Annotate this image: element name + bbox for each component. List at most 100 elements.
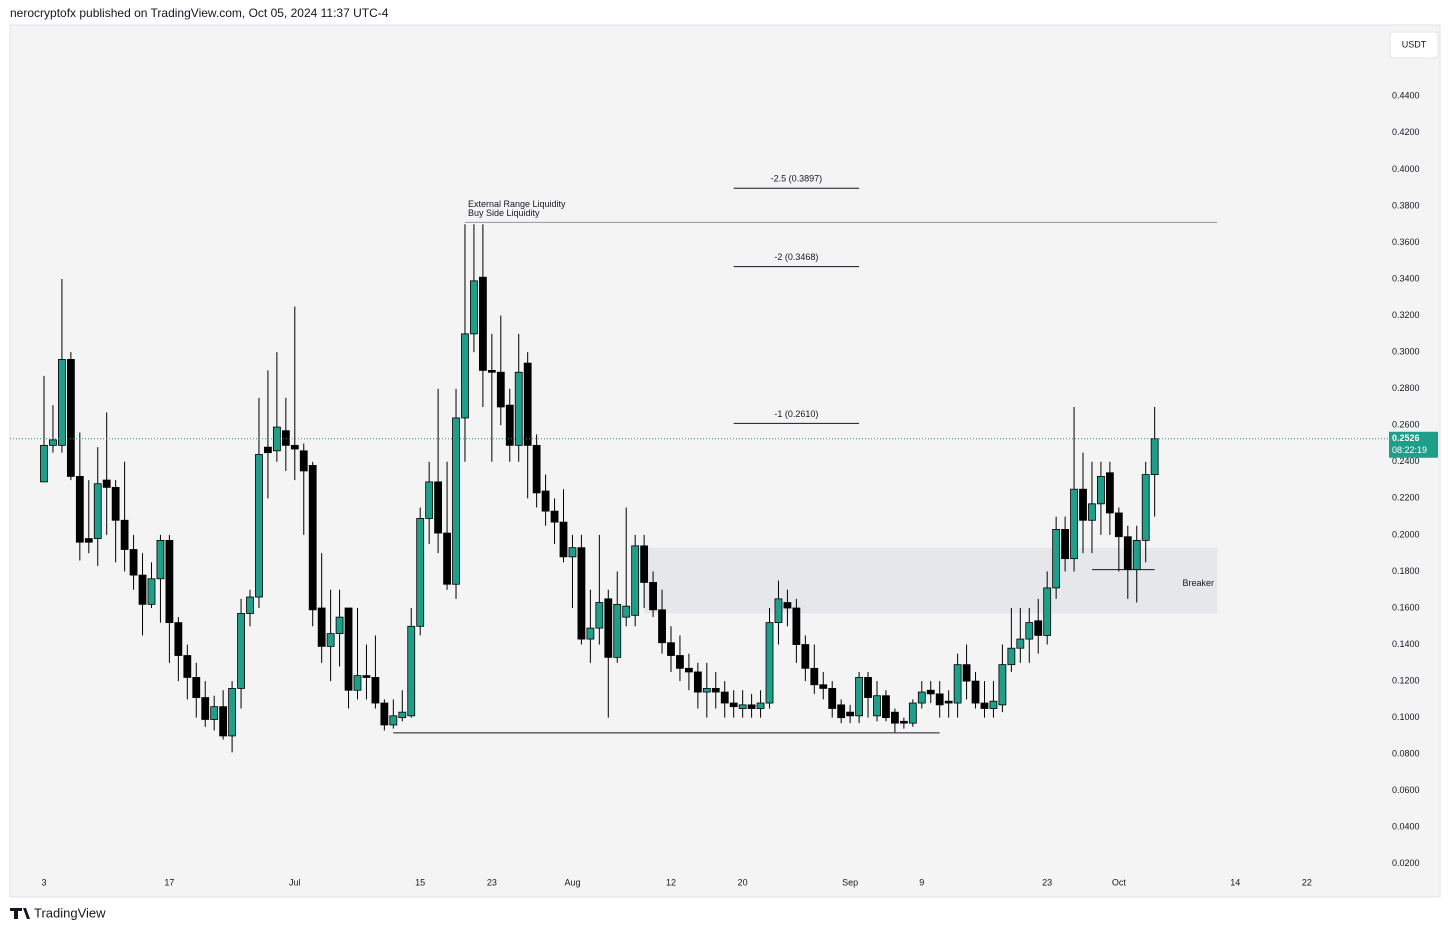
candle-body (40, 444, 48, 483)
candle-body (595, 602, 604, 629)
candle-body (389, 715, 398, 726)
candle-body (837, 704, 846, 719)
y-tick-label: 0.3600 (1392, 237, 1420, 247)
x-tick-label: 20 (738, 877, 748, 887)
candle-body (416, 518, 425, 627)
candle-body (443, 532, 451, 585)
candle-body (523, 362, 532, 446)
candle-body (66, 359, 75, 477)
candle-body (953, 664, 962, 704)
candle-body (281, 430, 290, 446)
candle-body (729, 702, 738, 708)
candle-body (1025, 622, 1034, 640)
candle-body (425, 481, 434, 519)
candle-body (147, 578, 156, 605)
candle-body (756, 702, 765, 709)
candle-body (174, 622, 183, 656)
candle-body (685, 667, 693, 673)
liquidity-label: External Range Liquidity (468, 199, 566, 209)
candle-body (989, 700, 998, 709)
x-tick-label: Jul (289, 877, 301, 887)
candle-body (864, 677, 872, 698)
candle-body (470, 280, 478, 335)
candle-body (855, 677, 863, 717)
last-price-label: 0.2526 (1392, 433, 1420, 443)
candle-body (980, 702, 989, 709)
x-tick-label: 12 (666, 877, 676, 887)
candle-body (926, 689, 935, 695)
candle-body (1043, 587, 1052, 636)
candle-body (407, 625, 416, 717)
x-tick-label: 9 (919, 877, 924, 887)
candle-body (810, 667, 819, 686)
candle-body (1141, 474, 1150, 541)
candle-body (264, 446, 272, 454)
candle-body (129, 549, 138, 576)
candle-body (58, 359, 66, 446)
candle-body (434, 481, 443, 534)
candle-body (747, 704, 756, 709)
candle-body (783, 602, 792, 609)
y-tick-label: 0.3400 (1392, 273, 1420, 283)
candle-body (774, 598, 783, 624)
candle-body (604, 598, 613, 658)
candle-body (299, 450, 308, 472)
candle-body (846, 711, 855, 717)
candle-body (882, 695, 890, 719)
candle-body (335, 616, 344, 634)
candle-body (586, 627, 595, 640)
candle-body (568, 547, 577, 558)
x-tick-label: 14 (1230, 877, 1240, 887)
candle-body (111, 486, 120, 521)
candle-body (380, 702, 389, 726)
candle-body (353, 675, 362, 691)
y-tick-label: 0.4000 (1392, 164, 1420, 174)
x-tick-label: 23 (487, 877, 497, 887)
candle-body (344, 607, 353, 691)
candle-body (371, 677, 380, 704)
candle-body (962, 664, 971, 682)
y-tick-label: 0.4200 (1392, 127, 1420, 137)
candle-body (84, 538, 93, 543)
candle-body (308, 465, 317, 611)
candle-body (219, 706, 228, 737)
breaker-zone (644, 547, 1218, 614)
candle-body (210, 706, 219, 720)
candle-body (138, 574, 147, 605)
header: nerocryptofx published on TradingView.co… (10, 6, 389, 20)
candle-body (1105, 472, 1114, 514)
logo (10, 908, 30, 919)
y-tick-label: 0.3200 (1392, 310, 1420, 320)
candle-body (228, 688, 236, 737)
candle-body (532, 444, 541, 494)
candle-body (183, 655, 192, 678)
candle-body (1007, 647, 1016, 666)
candle-body (1052, 529, 1061, 589)
candle-body (935, 693, 944, 706)
candle-body (676, 655, 684, 669)
candle-body (452, 417, 460, 585)
candle-body (917, 691, 926, 704)
candle-body (702, 688, 711, 693)
y-tick-label: 0.1000 (1392, 712, 1420, 722)
candle-body (478, 276, 487, 371)
candle-body (1016, 638, 1025, 649)
candle-body (192, 677, 201, 698)
y-tick-label: 0.2000 (1392, 529, 1420, 539)
candle-body (998, 664, 1007, 706)
currency-box[interactable] (1389, 31, 1439, 59)
candle-body (1061, 529, 1069, 560)
y-tick-label: 0.1600 (1392, 602, 1420, 612)
candle-body (559, 521, 568, 558)
x-tick-label: Sep (842, 877, 858, 887)
candle-body (971, 680, 980, 704)
y-tick-label: 0.2600 (1392, 420, 1420, 430)
candle-body (720, 691, 729, 704)
y-tick-label: 0.2200 (1392, 493, 1420, 503)
y-tick-label: 0.0800 (1392, 749, 1420, 759)
y-tick-label: 0.1800 (1392, 566, 1420, 576)
candle-body (487, 370, 496, 373)
candle-body (201, 697, 210, 720)
candle-body (326, 633, 335, 647)
